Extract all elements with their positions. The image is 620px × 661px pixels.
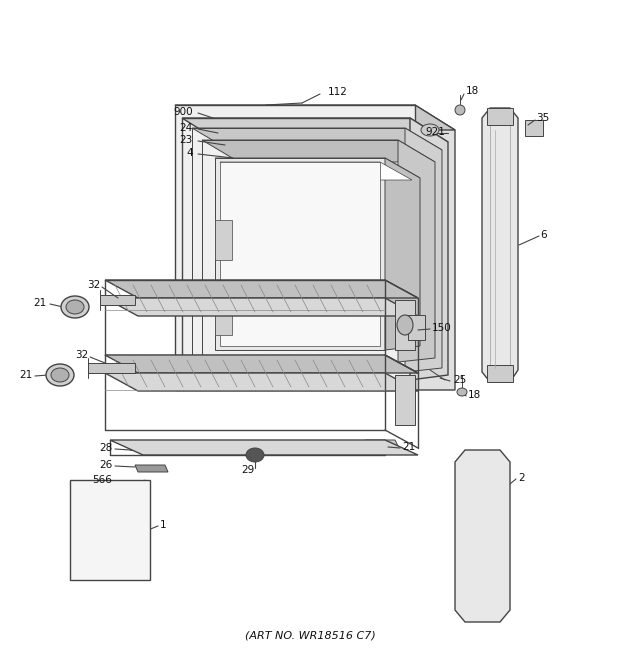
Ellipse shape bbox=[455, 105, 465, 115]
Polygon shape bbox=[105, 280, 418, 298]
Polygon shape bbox=[415, 105, 455, 390]
Text: 6: 6 bbox=[540, 230, 547, 240]
Text: 25: 25 bbox=[453, 375, 466, 385]
Text: 566: 566 bbox=[92, 475, 112, 485]
Polygon shape bbox=[220, 162, 380, 346]
Polygon shape bbox=[105, 298, 418, 316]
Polygon shape bbox=[487, 365, 513, 382]
Polygon shape bbox=[385, 158, 420, 350]
Text: 35: 35 bbox=[536, 113, 549, 123]
Polygon shape bbox=[105, 373, 418, 391]
Polygon shape bbox=[408, 315, 425, 340]
Bar bbox=[70, 480, 150, 580]
Ellipse shape bbox=[51, 368, 69, 382]
Polygon shape bbox=[410, 118, 448, 380]
Polygon shape bbox=[88, 363, 135, 373]
Ellipse shape bbox=[46, 364, 74, 386]
Polygon shape bbox=[215, 295, 232, 335]
Text: 32: 32 bbox=[87, 280, 100, 290]
Polygon shape bbox=[220, 162, 412, 180]
Text: 900: 900 bbox=[174, 107, 193, 117]
Ellipse shape bbox=[421, 124, 439, 136]
Text: 26: 26 bbox=[99, 460, 112, 470]
Text: 112: 112 bbox=[328, 87, 348, 97]
Polygon shape bbox=[215, 158, 420, 178]
Ellipse shape bbox=[61, 296, 89, 318]
Text: 921: 921 bbox=[425, 127, 445, 137]
Text: 23: 23 bbox=[180, 135, 193, 145]
Polygon shape bbox=[148, 445, 160, 455]
Polygon shape bbox=[175, 105, 415, 390]
Text: 32: 32 bbox=[75, 350, 88, 360]
Polygon shape bbox=[455, 450, 510, 622]
Polygon shape bbox=[487, 108, 513, 125]
Polygon shape bbox=[215, 158, 385, 350]
Text: 28: 28 bbox=[99, 443, 112, 453]
Polygon shape bbox=[105, 355, 418, 373]
Polygon shape bbox=[175, 105, 455, 130]
Polygon shape bbox=[192, 128, 442, 150]
Text: 4: 4 bbox=[187, 148, 193, 158]
Polygon shape bbox=[398, 140, 435, 362]
Text: 21: 21 bbox=[19, 370, 32, 380]
Bar bbox=[74, 484, 146, 576]
Text: (ART NO. WR18516 C7): (ART NO. WR18516 C7) bbox=[245, 630, 375, 640]
Polygon shape bbox=[462, 598, 505, 610]
Polygon shape bbox=[135, 465, 168, 472]
Polygon shape bbox=[405, 128, 442, 372]
Text: 29: 29 bbox=[241, 465, 255, 475]
Ellipse shape bbox=[246, 448, 264, 462]
Ellipse shape bbox=[66, 300, 84, 314]
Polygon shape bbox=[365, 440, 400, 450]
Text: 21: 21 bbox=[402, 442, 415, 452]
Text: 24: 24 bbox=[180, 123, 193, 133]
Text: 18: 18 bbox=[466, 86, 479, 96]
Polygon shape bbox=[182, 118, 448, 142]
Text: 150: 150 bbox=[432, 323, 452, 333]
Text: 1: 1 bbox=[160, 520, 167, 530]
Ellipse shape bbox=[457, 388, 467, 396]
Polygon shape bbox=[202, 140, 435, 162]
Text: 2: 2 bbox=[518, 473, 525, 483]
Polygon shape bbox=[110, 440, 418, 455]
Text: 18: 18 bbox=[468, 390, 481, 400]
Ellipse shape bbox=[397, 315, 413, 335]
Polygon shape bbox=[395, 300, 415, 350]
Polygon shape bbox=[100, 295, 135, 305]
Polygon shape bbox=[215, 220, 232, 260]
Polygon shape bbox=[395, 375, 415, 425]
Text: 21: 21 bbox=[33, 298, 47, 308]
Bar bbox=[525, 120, 543, 136]
Polygon shape bbox=[482, 108, 518, 382]
